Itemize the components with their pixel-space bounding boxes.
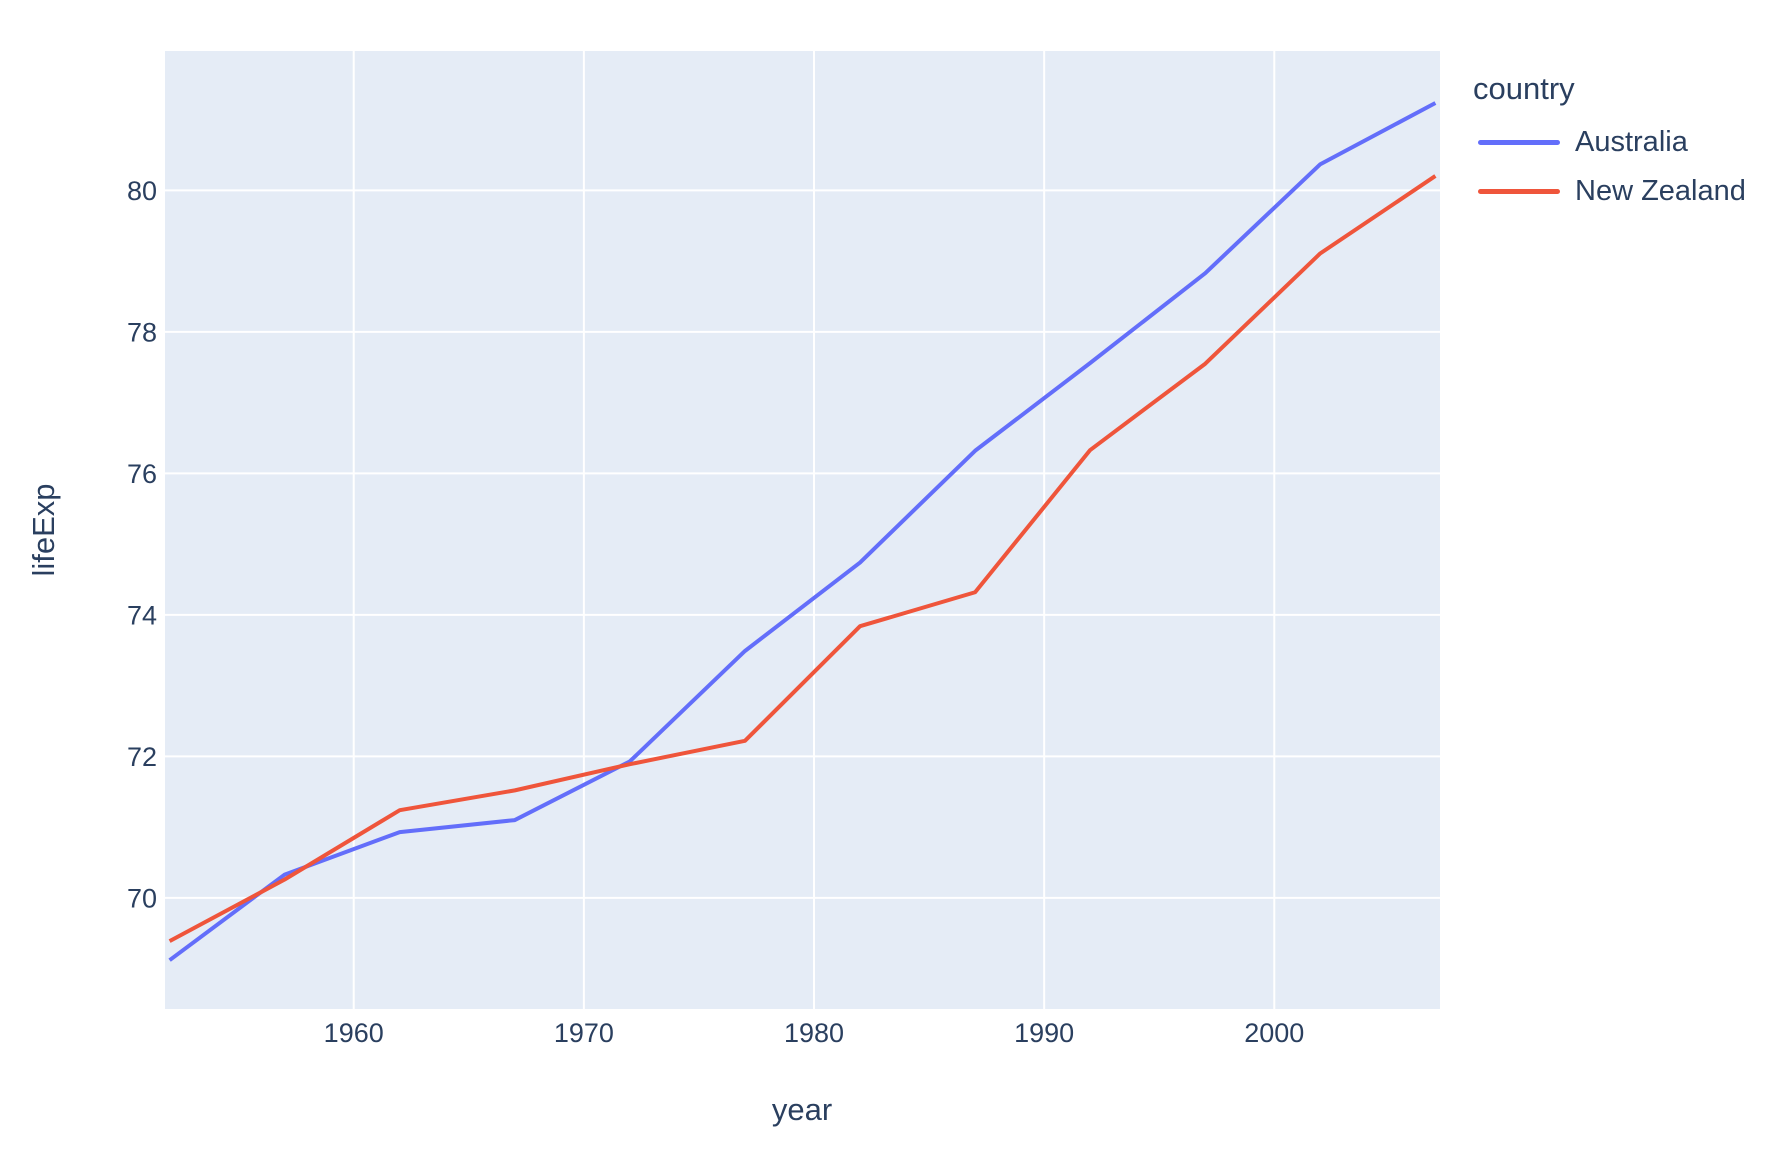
x-axis-title: year: [771, 1092, 833, 1127]
x-tick-label: 2000: [1244, 1018, 1304, 1048]
series-line-new-zealand[interactable]: [168, 174, 1437, 943]
legend: country Australia New Zealand: [1473, 70, 1746, 223]
x-tick-label: 1960: [324, 1018, 384, 1048]
plot-area[interactable]: [165, 51, 1440, 1009]
y-tick-label: 76: [127, 459, 157, 489]
legend-item-label: New Zealand: [1575, 174, 1746, 207]
legend-item-australia[interactable]: Australia: [1473, 125, 1746, 159]
y-tick-label: 70: [127, 883, 157, 913]
legend-item-label: Australia: [1575, 125, 1688, 158]
x-tick-label: 1980: [784, 1018, 844, 1048]
y-tick-label: 74: [127, 600, 157, 630]
legend-item-new-zealand[interactable]: New Zealand: [1473, 174, 1746, 208]
legend-line-swatch: [1478, 188, 1560, 194]
x-tick-label: 1990: [1014, 1018, 1074, 1048]
series-line-australia[interactable]: [168, 101, 1437, 962]
y-tick-label: 80: [127, 176, 157, 206]
legend-title: country: [1473, 71, 1575, 106]
x-tick-label: 1970: [554, 1018, 614, 1048]
legend-items: Australia New Zealand: [1473, 125, 1746, 208]
y-tick-label: 72: [127, 742, 157, 772]
y-axis-title: lifeExp: [26, 483, 61, 577]
y-tick-label: 78: [127, 317, 157, 347]
legend-line-swatch: [1478, 139, 1560, 145]
